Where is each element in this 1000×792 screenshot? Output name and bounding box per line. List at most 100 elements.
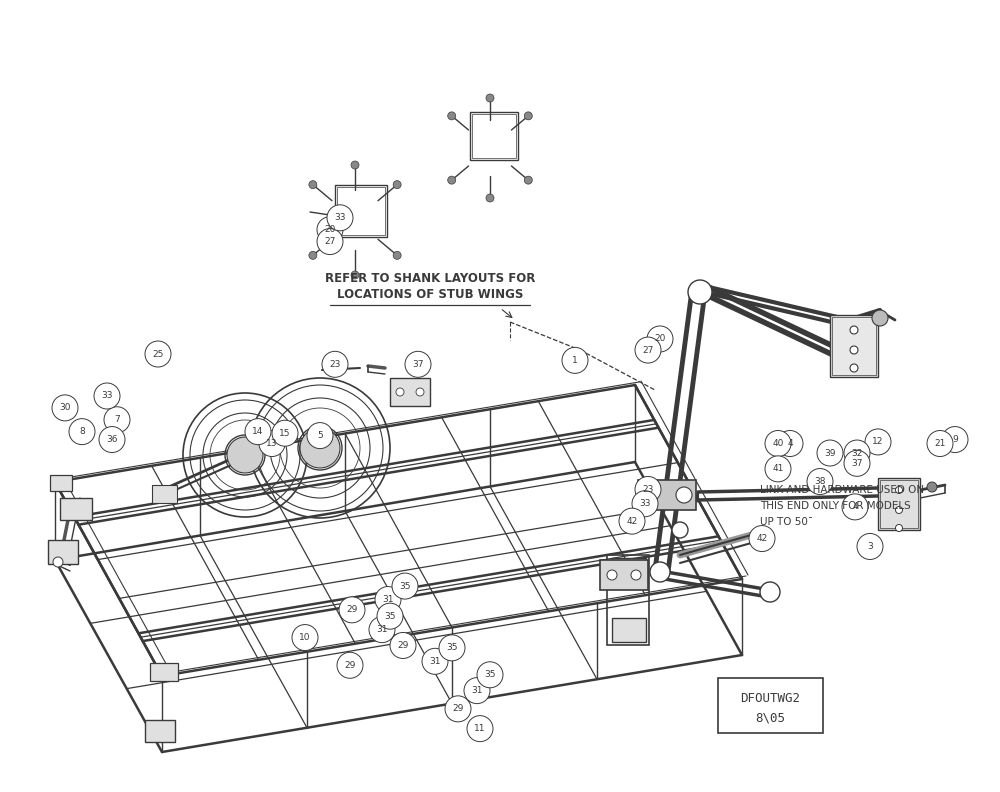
Text: 35: 35	[484, 670, 496, 680]
Text: 29: 29	[346, 605, 358, 615]
Circle shape	[351, 271, 359, 279]
Bar	[612, 558, 646, 582]
Circle shape	[850, 364, 858, 372]
Text: 8\05: 8\05	[755, 711, 785, 725]
Text: 12: 12	[872, 437, 884, 447]
Text: REFER TO SHANK LAYOUTS FOR: REFER TO SHANK LAYOUTS FOR	[325, 272, 535, 284]
Bar	[472, 114, 516, 158]
Circle shape	[369, 617, 395, 642]
Circle shape	[445, 696, 471, 722]
Circle shape	[896, 507, 902, 513]
Text: 31: 31	[471, 686, 483, 695]
Circle shape	[52, 395, 78, 421]
Text: 40: 40	[772, 439, 784, 448]
Circle shape	[227, 437, 263, 473]
Text: LINK AND HARDWARE USED ON: LINK AND HARDWARE USED ON	[760, 485, 924, 495]
Text: 25: 25	[152, 349, 164, 359]
Circle shape	[765, 456, 791, 482]
Circle shape	[317, 229, 343, 254]
Circle shape	[842, 494, 868, 520]
Circle shape	[486, 194, 494, 202]
Circle shape	[632, 491, 658, 516]
Circle shape	[942, 427, 968, 452]
Text: 4: 4	[852, 502, 858, 512]
Text: 27: 27	[642, 345, 654, 355]
Circle shape	[377, 604, 403, 629]
Circle shape	[927, 482, 937, 492]
Circle shape	[53, 557, 63, 567]
Bar	[337, 187, 385, 235]
Circle shape	[392, 573, 418, 599]
Circle shape	[647, 326, 673, 352]
Text: 13: 13	[266, 439, 278, 448]
Text: 20: 20	[654, 334, 666, 344]
Text: 35: 35	[399, 581, 411, 591]
Circle shape	[464, 678, 490, 703]
Text: 9: 9	[952, 435, 958, 444]
Text: 10: 10	[299, 633, 311, 642]
Bar	[152, 485, 177, 503]
Bar	[607, 555, 649, 645]
Circle shape	[857, 534, 883, 559]
Circle shape	[405, 352, 431, 377]
Circle shape	[439, 635, 465, 661]
Bar	[48, 540, 78, 564]
Bar	[830, 315, 878, 377]
Circle shape	[850, 346, 858, 354]
Circle shape	[245, 419, 271, 444]
Circle shape	[765, 431, 791, 456]
Circle shape	[393, 181, 401, 188]
Bar	[832, 317, 876, 375]
Circle shape	[760, 582, 780, 602]
Circle shape	[467, 716, 493, 741]
Text: 23: 23	[329, 360, 341, 369]
Text: 4: 4	[787, 439, 793, 448]
Circle shape	[292, 625, 318, 650]
Text: 29: 29	[397, 641, 409, 650]
Text: 27: 27	[324, 237, 336, 246]
Text: 37: 37	[851, 459, 863, 468]
Text: 11: 11	[474, 724, 486, 733]
Text: DFOUTWG2: DFOUTWG2	[740, 691, 800, 705]
Bar	[880, 480, 918, 528]
Circle shape	[309, 251, 317, 259]
Circle shape	[393, 251, 401, 259]
Circle shape	[448, 112, 456, 120]
Circle shape	[844, 451, 870, 476]
Circle shape	[749, 526, 775, 551]
Text: 29: 29	[344, 661, 356, 670]
Text: 33: 33	[334, 213, 346, 223]
Circle shape	[896, 486, 902, 493]
Bar	[60, 498, 92, 520]
Circle shape	[635, 337, 661, 363]
Circle shape	[850, 326, 858, 334]
Circle shape	[562, 348, 588, 373]
Circle shape	[339, 597, 365, 623]
Circle shape	[259, 431, 285, 456]
Bar	[718, 678, 823, 733]
Circle shape	[807, 469, 833, 494]
Circle shape	[104, 407, 130, 432]
Text: 42: 42	[626, 516, 638, 526]
Circle shape	[69, 419, 95, 444]
Circle shape	[322, 352, 348, 377]
Circle shape	[524, 112, 532, 120]
Circle shape	[865, 429, 891, 455]
Circle shape	[688, 280, 712, 304]
Circle shape	[607, 570, 617, 580]
Circle shape	[396, 388, 404, 396]
Text: 38: 38	[814, 477, 826, 486]
Circle shape	[416, 388, 424, 396]
Bar	[612, 618, 646, 642]
Circle shape	[307, 423, 333, 448]
Text: 35: 35	[446, 643, 458, 653]
Text: 21: 21	[934, 439, 946, 448]
Text: THIS END ONLY FOR MODELS: THIS END ONLY FOR MODELS	[760, 501, 911, 511]
Circle shape	[896, 524, 902, 531]
Circle shape	[448, 176, 456, 184]
Circle shape	[635, 477, 661, 502]
Bar	[150, 663, 178, 681]
Text: 33: 33	[639, 499, 651, 508]
Circle shape	[375, 587, 401, 612]
Text: 33: 33	[101, 391, 113, 401]
